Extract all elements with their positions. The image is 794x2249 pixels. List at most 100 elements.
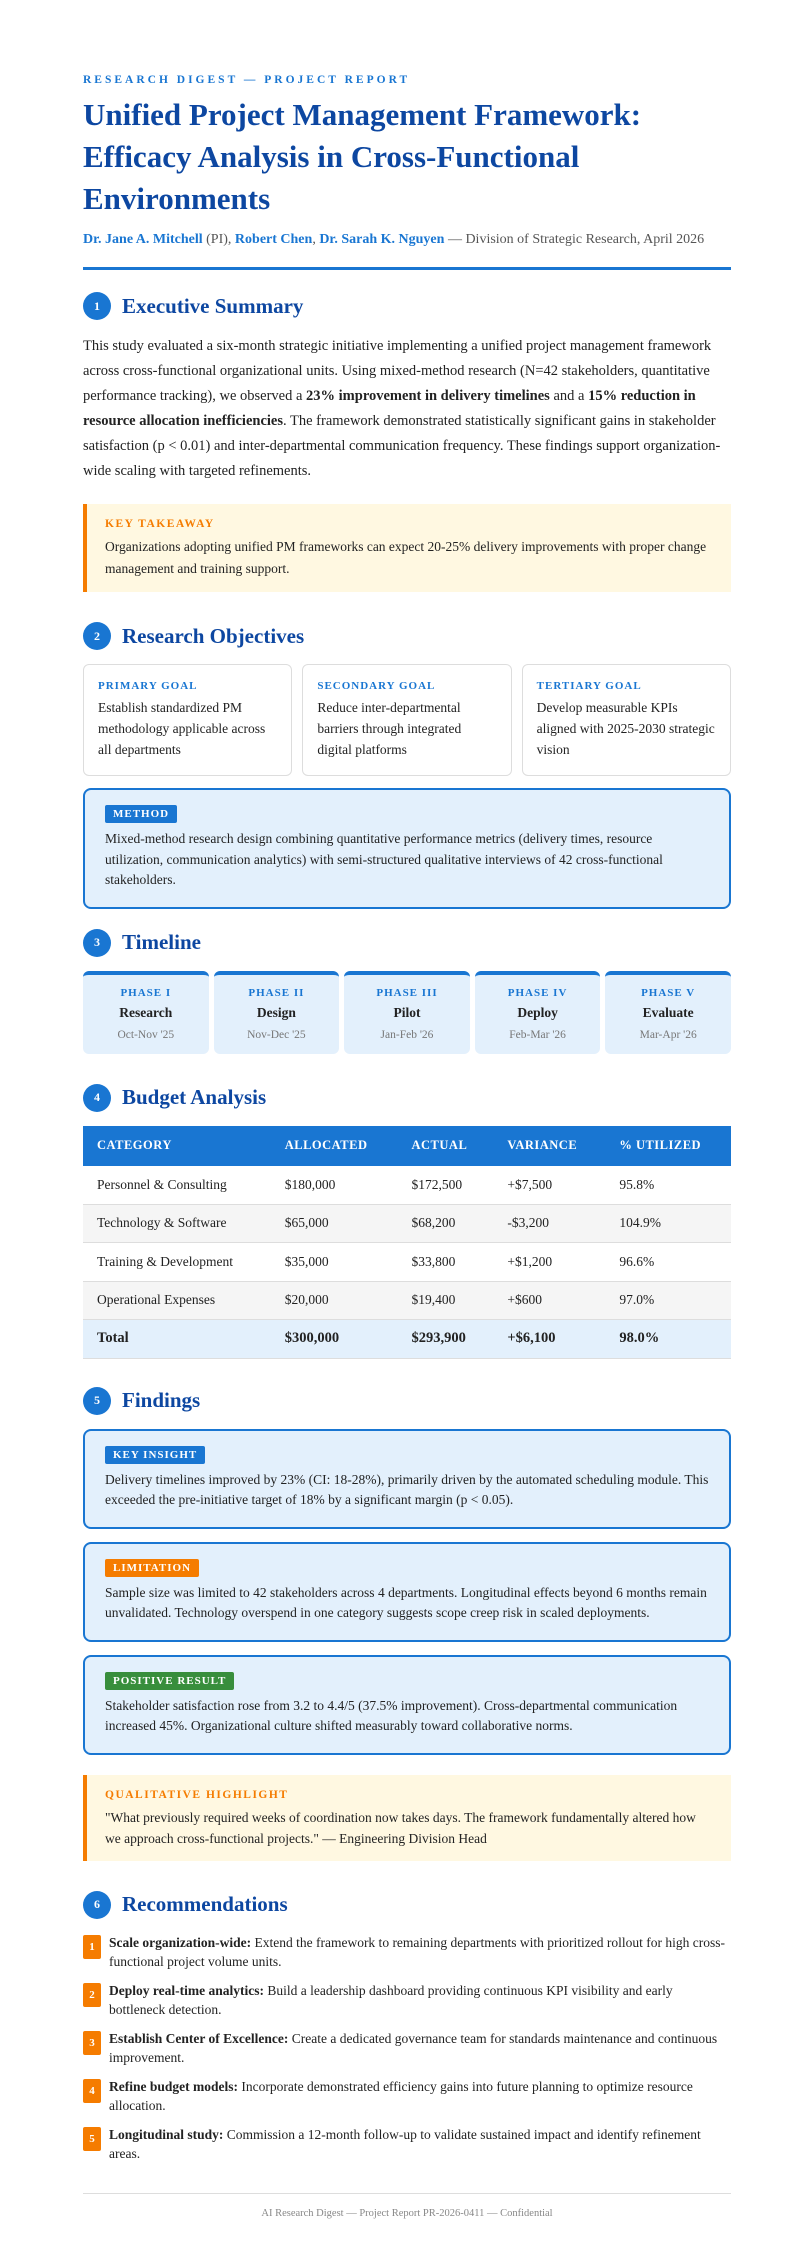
recommendation-detail: Commission a 12-month follow-up to valid… [109, 2126, 701, 2161]
phase-name: Deploy [517, 1004, 558, 1020]
finding-badge: POSITIVE RESULT [105, 1671, 235, 1690]
phase-name: Research [119, 1004, 173, 1020]
timeline: PHASE I Research Oct-Nov '25 PHASE II Design… [83, 970, 731, 1054]
goal-label: SECONDARY GOAL [317, 680, 436, 692]
section-number: 2 [83, 622, 111, 650]
summary-paragraph: This study evaluated a six-month strateg… [83, 338, 721, 479]
table-cell: $35,000 [270, 1242, 398, 1282]
table-cell: 96.6% [605, 1242, 731, 1282]
recommendation-text: Deploy real-time analytics: Build a lead… [109, 1981, 731, 2019]
page-title: Unified Project Management Framework: Ef… [83, 97, 642, 216]
total-row: Total $300,000 $293,900 +$6,100 98.0% [83, 1319, 731, 1359]
eyebrow: RESEARCH DIGEST — PROJECT REPORT [83, 74, 411, 86]
table-cell: 97.0% [605, 1281, 731, 1320]
method-text: Mixed-method research design combining q… [105, 831, 663, 887]
table-cell: -$3,200 [493, 1204, 606, 1243]
takeaway-label: KEY TAKEAWAY [105, 518, 215, 530]
highlight-quote: "What previously required weeks of coord… [105, 1809, 696, 1846]
recommendation-number: 4 [83, 2078, 101, 2103]
recommendation-text: Longitudinal study: Commission a 12-mont… [109, 2125, 731, 2163]
phase-label: PHASE I [120, 986, 172, 999]
phase-name: Pilot [393, 1004, 421, 1020]
phase-dates: Feb-Mar '26 [509, 1028, 566, 1041]
section-title: Budget Analysis [122, 1085, 267, 1109]
phase-label: PHASE IV [507, 986, 568, 999]
column-header: CATEGORY [83, 1125, 271, 1166]
takeaway-text: Organizations adopting unified PM framew… [105, 539, 707, 576]
table-cell: Personnel & Consulting [83, 1165, 271, 1205]
table-cell: $19,400 [397, 1281, 494, 1320]
method-callout: METHOD Mixed-method research design combi… [83, 788, 731, 909]
recommendation-item: 4 Refine budget models: Incorporate demon… [83, 2077, 731, 2115]
recommendation-title: Deploy real-time analytics: [109, 1982, 264, 1998]
goal-text: Establish standardized PM methodology ap… [98, 700, 266, 757]
recommendation-item: 3 Establish Center of Excellence: Create … [83, 2029, 731, 2067]
column-header: VARIANCE [493, 1125, 606, 1166]
recommendation-number: 2 [83, 1982, 101, 2007]
section-number: 3 [83, 928, 111, 957]
section-number: 5 [83, 1386, 111, 1415]
author: Robert Chen [234, 232, 313, 247]
table-cell: 104.9% [605, 1204, 731, 1243]
section-title: Research Objectives [122, 623, 305, 648]
phase-card: PHASE II Design Nov-Dec '25 [213, 970, 340, 1054]
section-number: 6 [83, 1890, 111, 1919]
recommendation-detail: Extend the framework to remaining depart… [109, 1934, 725, 1969]
recommendation-title: Establish Center of Excellence: [109, 2030, 289, 2046]
section-title: Executive Summary [122, 293, 304, 318]
finding-badge: LIMITATION [105, 1558, 200, 1577]
table-cell: $172,500 [397, 1165, 494, 1205]
recommendation-number: 1 [83, 1934, 101, 1959]
phase-dates: Mar-Apr '26 [639, 1028, 697, 1041]
table-cell: $300,000 [270, 1319, 398, 1359]
table-cell: 98.0% [605, 1319, 731, 1359]
section-heading: 6 Recommendations [83, 1890, 731, 1919]
footer: AI Research Digest — Project Report PR-2… [83, 2192, 731, 2219]
section-title: Timeline [122, 930, 201, 954]
phase-name: Evaluate [642, 1004, 694, 1020]
phase-label: PHASE III [376, 986, 438, 999]
table-cell: $180,000 [270, 1165, 398, 1205]
column-header: % UTILIZED [605, 1125, 731, 1166]
finding-text: Sample size was limited to 42 stakeholde… [105, 1584, 707, 1621]
phase-dates: Jan-Feb '26 [380, 1028, 434, 1041]
goal-card: TERTIARY GOAL Develop measurable KPIs ali… [521, 664, 731, 776]
phase-name: Design [256, 1004, 296, 1020]
author: Dr. Jane A. Mitchell [83, 232, 203, 247]
finding-text: Delivery timelines improved by 23% (CI: … [105, 1471, 709, 1508]
key-takeaway: KEY TAKEAWAY Organizations adopting unifi… [83, 504, 731, 592]
divider [83, 267, 731, 270]
finding-card: POSITIVE RESULT Stakeholder satisfaction … [83, 1654, 731, 1755]
recommendation-title: Scale organization-wide: [109, 1934, 252, 1950]
section-heading: 3 Timeline [83, 928, 731, 957]
table-cell: 95.8% [605, 1165, 731, 1205]
finding-text: Stakeholder satisfaction rose from 3.2 t… [105, 1697, 678, 1734]
section-title: Findings [122, 1388, 201, 1412]
recommendation-detail: Incorporate demonstrated efficiency gain… [109, 2078, 693, 2113]
table-cell: $65,000 [270, 1204, 398, 1243]
recommendations-list: 1 Scale organization-wide: Extend the fra… [83, 1933, 731, 2163]
recommendation-number: 5 [83, 2126, 101, 2151]
method-badge: METHOD [105, 805, 178, 823]
section-heading: 1 Executive Summary [83, 292, 731, 320]
goal-label: PRIMARY GOAL [98, 680, 198, 692]
table-cell: $293,900 [397, 1319, 494, 1359]
affiliation-date: — Division of Strategic Research, April … [444, 232, 705, 247]
column-header: ACTUAL [397, 1125, 494, 1166]
author-role: (PI), [202, 232, 235, 247]
goal-card: PRIMARY GOAL Establish standardized PM me… [83, 664, 293, 776]
table-cell: +$6,100 [493, 1319, 606, 1359]
section-heading: 4 Budget Analysis [83, 1083, 731, 1112]
table-cell: Total [83, 1319, 271, 1359]
table-row: Technology & Software $65,000 $68,200 -$3,2… [83, 1204, 731, 1243]
table-cell: Technology & Software [83, 1204, 271, 1243]
phase-card: PHASE V Evaluate Mar-Apr '26 [605, 970, 731, 1054]
phase-card: PHASE I Research Oct-Nov '25 [83, 970, 209, 1054]
table-row: Personnel & Consulting $180,000 $172,500 +$… [83, 1165, 731, 1205]
recommendation-item: 2 Deploy real-time analytics: Build a lea… [83, 1981, 731, 2019]
recommendation-item: 1 Scale organization-wide: Extend the fra… [83, 1933, 731, 1971]
column-header: ALLOCATED [270, 1125, 398, 1166]
author: Dr. Sarah K. Nguyen [319, 232, 445, 247]
section-heading: 2 Research Objectives [83, 622, 731, 650]
